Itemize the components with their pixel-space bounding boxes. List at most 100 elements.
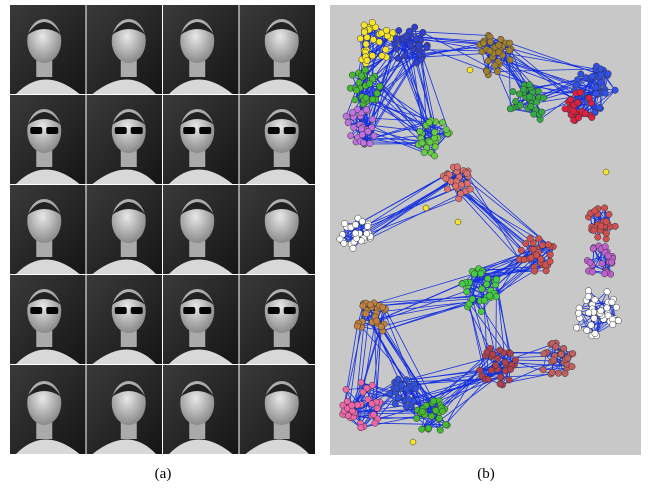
node — [369, 96, 375, 102]
node — [393, 385, 399, 391]
face-photo — [163, 95, 239, 184]
node — [349, 72, 355, 78]
sunglasses — [46, 307, 58, 314]
node — [485, 376, 491, 382]
node — [526, 94, 532, 100]
sunglasses — [183, 307, 195, 314]
node — [545, 241, 551, 247]
node — [555, 370, 561, 376]
node — [540, 95, 546, 101]
node — [352, 221, 358, 227]
node — [510, 88, 516, 94]
face-photo — [10, 365, 86, 454]
node — [364, 57, 370, 63]
sunglasses — [131, 127, 143, 134]
node — [413, 35, 419, 41]
node — [404, 386, 410, 392]
node — [369, 401, 375, 407]
node — [358, 126, 364, 132]
node — [585, 288, 591, 294]
sunglasses — [46, 127, 58, 134]
node — [367, 140, 373, 146]
node — [373, 318, 379, 324]
node — [604, 288, 610, 294]
node — [507, 350, 513, 356]
node — [419, 409, 425, 415]
node — [363, 107, 369, 113]
node — [469, 296, 475, 302]
node — [374, 90, 380, 96]
node — [444, 186, 450, 192]
node — [609, 299, 615, 305]
sunglasses — [183, 127, 195, 134]
caption: (b) — [477, 466, 495, 482]
node — [533, 99, 539, 105]
node — [369, 116, 375, 122]
node — [610, 321, 616, 327]
node — [526, 81, 532, 87]
face-photo — [87, 95, 163, 184]
page-body: (a) (b) (() => { const data = JSON.parse… — [0, 0, 650, 489]
sunglasses — [268, 127, 280, 134]
node — [570, 350, 576, 356]
caption: (a) — [155, 466, 172, 482]
node — [467, 186, 473, 192]
face-photo — [240, 365, 316, 454]
node — [578, 71, 584, 77]
node — [358, 73, 364, 79]
node — [395, 376, 401, 382]
node — [506, 377, 512, 383]
node — [531, 111, 537, 117]
node — [506, 47, 512, 53]
node — [516, 91, 522, 97]
node — [479, 286, 485, 292]
node — [360, 303, 366, 309]
node — [562, 106, 568, 112]
node — [492, 62, 498, 68]
node — [392, 401, 398, 407]
node — [494, 68, 500, 74]
node — [490, 351, 496, 357]
node — [419, 140, 425, 146]
face-photo — [163, 275, 239, 364]
node — [484, 68, 490, 74]
node — [575, 310, 581, 316]
node — [439, 408, 445, 414]
node — [365, 128, 371, 134]
node — [507, 57, 513, 63]
node — [512, 357, 518, 363]
node — [431, 129, 437, 135]
node — [357, 35, 363, 41]
node — [615, 317, 621, 323]
node — [502, 359, 508, 365]
node — [364, 223, 370, 229]
node — [359, 218, 365, 224]
node — [589, 269, 595, 275]
node — [599, 260, 605, 266]
node — [605, 253, 611, 259]
node — [377, 83, 383, 89]
node — [587, 259, 593, 265]
face-photo — [87, 185, 163, 274]
node — [598, 308, 604, 314]
node — [602, 90, 608, 96]
figure: (a) (b) — [0, 0, 650, 489]
face-photo — [240, 95, 316, 184]
node — [606, 211, 612, 217]
node — [498, 36, 504, 42]
node — [586, 310, 592, 316]
node — [345, 119, 351, 125]
node — [517, 102, 523, 108]
node — [497, 347, 503, 353]
node — [477, 367, 483, 373]
node — [374, 405, 380, 411]
node — [562, 370, 568, 376]
node — [586, 95, 592, 101]
node — [443, 421, 449, 427]
node — [411, 24, 417, 30]
node — [349, 402, 355, 408]
face-photo — [163, 5, 239, 94]
node — [369, 53, 375, 59]
node — [430, 398, 436, 404]
node — [592, 84, 598, 90]
